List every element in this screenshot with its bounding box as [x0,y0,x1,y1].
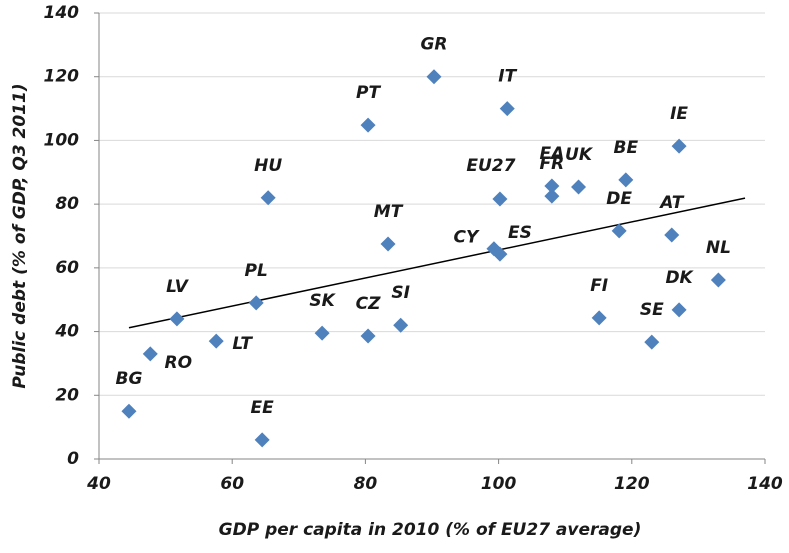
x-tick-label: 80 [354,474,378,494]
point-label: AT [658,193,685,213]
x-tick-label: 120 [614,474,650,494]
point-label: MT [374,202,404,222]
point-label: BE [614,138,639,158]
point [260,190,276,206]
point [618,172,634,188]
point [499,101,515,117]
point-label: DK [665,268,694,288]
point-label: IT [498,67,517,87]
point [121,403,137,419]
point [254,432,270,448]
point-label: EA [539,144,564,164]
point-label: CZ [356,294,381,314]
y-tick-label: 0 [67,449,79,469]
point-label: UK [565,145,594,165]
point [571,179,587,195]
point-label: HU [254,156,282,176]
point [611,223,627,239]
point [380,236,396,252]
point-label: EE [251,398,275,418]
point-label: FI [590,276,608,296]
y-tick-label: 140 [44,3,80,23]
x-tick-label: 140 [747,474,783,494]
point [208,333,224,349]
x-tick-label: 100 [481,474,517,494]
point [169,311,185,327]
point [426,69,442,85]
y-tick-label: 100 [44,130,80,150]
point-label: RO [165,353,193,373]
point [591,310,607,326]
point-label: NL [706,238,731,258]
point-label: ES [508,223,532,243]
point-label: GR [420,35,447,55]
point-label: LT [232,334,253,354]
point-label: EU27 [466,156,515,176]
point [671,302,687,318]
point [314,325,330,341]
point-label: PL [245,261,268,281]
x-tick-label: 60 [220,474,244,494]
point [544,188,560,204]
point-label: LV [166,277,189,297]
point [360,117,376,133]
point [393,317,409,333]
point-label: SI [391,283,410,303]
y-tick-label: 60 [55,258,79,278]
point [664,227,680,243]
y-tick-label: 80 [55,194,79,214]
point-label: SE [640,300,664,320]
point-label: DE [606,189,632,209]
point [710,272,726,288]
point [644,334,660,350]
y-tick-label: 40 [54,322,79,342]
x-axis-title: GDP per capita in 2010 (% of EU27 averag… [219,520,642,540]
point [360,328,376,344]
y-tick-label: 120 [44,67,80,87]
x-tick-label: 40 [86,474,111,494]
point-label: IE [670,104,688,124]
point-label: BG [116,369,143,389]
point [492,191,508,207]
point-label: FR [540,154,565,174]
point-label: CY [454,228,480,248]
point [544,178,560,194]
point [248,295,264,311]
y-tick-label: 20 [55,385,79,405]
y-axis-title: Public debt (% of GDP, Q3 2011) [10,83,30,388]
point-label: SK [309,291,336,311]
point [492,246,508,262]
point [142,346,158,362]
point [671,138,687,154]
point-label: PT [356,83,381,103]
trendline [128,197,746,329]
